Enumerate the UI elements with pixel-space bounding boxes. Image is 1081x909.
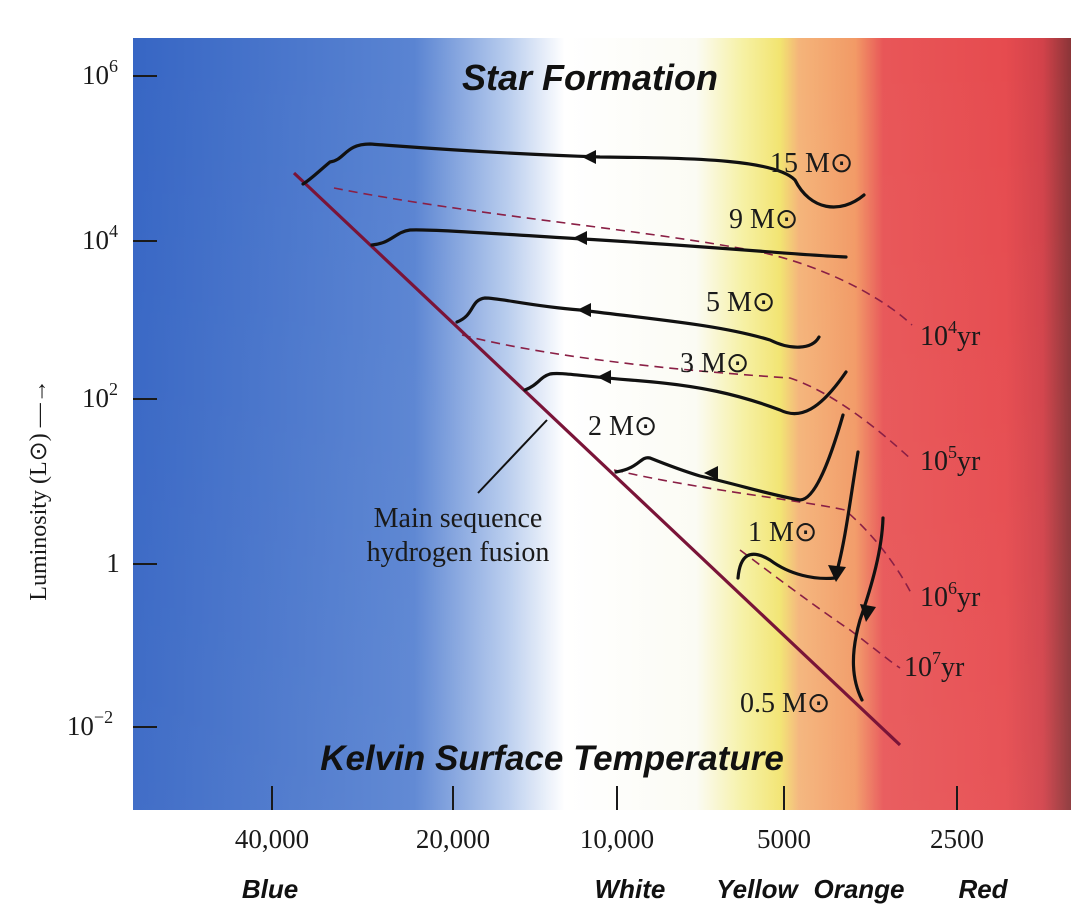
color-word-orange: Orange	[813, 874, 904, 904]
track-2-msun	[614, 413, 845, 502]
mass-label-3: 3 M⊙	[680, 348, 749, 379]
color-word-red: Red	[958, 874, 1008, 904]
main-sequence-label-line2: hydrogen fusion	[367, 537, 550, 568]
mass-label-2: 2 M⊙	[588, 411, 657, 442]
mass-labels: 15 M⊙ 9 M⊙ 5 M⊙ 3 M⊙ 2 M⊙ 1 M⊙ 0.5 M⊙	[588, 148, 853, 719]
arrow-left-icon	[573, 231, 587, 245]
track-5-msun	[455, 296, 821, 349]
mass-label-05: 0.5 M⊙	[740, 688, 830, 719]
isochrones	[333, 187, 913, 669]
y-tick-label: 106	[82, 56, 118, 90]
evolutionary-tracks	[301, 142, 885, 702]
y-tick-label: 102	[82, 379, 118, 413]
isochrone-1e7	[739, 549, 901, 669]
isochrone-label-1e6: 106yr	[920, 578, 981, 613]
x-tick-label: 2500	[930, 824, 984, 854]
track-05-msun	[851, 516, 885, 702]
isochrone-label-1e7: 107yr	[904, 648, 965, 683]
arrow-down-icon	[860, 604, 876, 622]
arrow-left-icon	[597, 370, 611, 384]
isochrone-1e4	[333, 187, 913, 326]
mass-label-1: 1 M⊙	[748, 517, 817, 548]
isochrone-labels: 104yr 105yr 106yr 107yr	[904, 317, 981, 683]
color-word-white: White	[595, 874, 666, 904]
main-sequence-label-line1: Main sequence	[374, 503, 543, 534]
main-sequence-line	[292, 171, 902, 747]
x-tick-label: 20,000	[416, 824, 490, 854]
arrow-left-icon	[582, 150, 596, 164]
x-axis: 40,000 20,000 10,000 5000 2500 Blue Whit…	[235, 786, 1009, 904]
track-15-msun	[301, 142, 866, 209]
x-tick-label: 5000	[757, 824, 811, 854]
color-word-blue: Blue	[242, 874, 298, 904]
x-tick-label: 40,000	[235, 824, 309, 854]
arrowheads	[573, 150, 876, 622]
isochrone-label-1e5: 105yr	[920, 442, 981, 477]
diagram-title: Star Formation	[462, 57, 718, 98]
isochrone-1e5	[461, 334, 913, 461]
mass-label-9: 9 M⊙	[729, 204, 798, 235]
y-tick-label: 1	[106, 548, 120, 578]
track-3-msun	[523, 370, 848, 416]
plot-overlay	[133, 38, 1071, 810]
mass-label-5: 5 M⊙	[706, 287, 775, 318]
x-tick-label: 10,000	[580, 824, 654, 854]
arrow-left-icon	[577, 303, 591, 317]
track-9-msun	[370, 228, 848, 259]
y-tick-label: 10−2	[67, 707, 113, 741]
color-word-yellow: Yellow	[716, 874, 799, 904]
isochrone-label-1e4: 104yr	[920, 317, 981, 352]
track-1-msun	[736, 450, 860, 581]
arrow-left-icon	[704, 466, 718, 480]
main-sequence-pointer	[477, 419, 548, 494]
y-axis-label: Luminosity (L⊙) —→	[26, 379, 52, 600]
arrow-down-icon	[828, 565, 846, 582]
mass-label-15: 15 M⊙	[770, 148, 853, 179]
x-axis-title: Kelvin Surface Temperature	[320, 739, 784, 778]
y-axis: 106 104 102 1 10−2 Luminosity (L⊙) —→	[26, 56, 157, 741]
y-tick-label: 104	[82, 221, 118, 255]
